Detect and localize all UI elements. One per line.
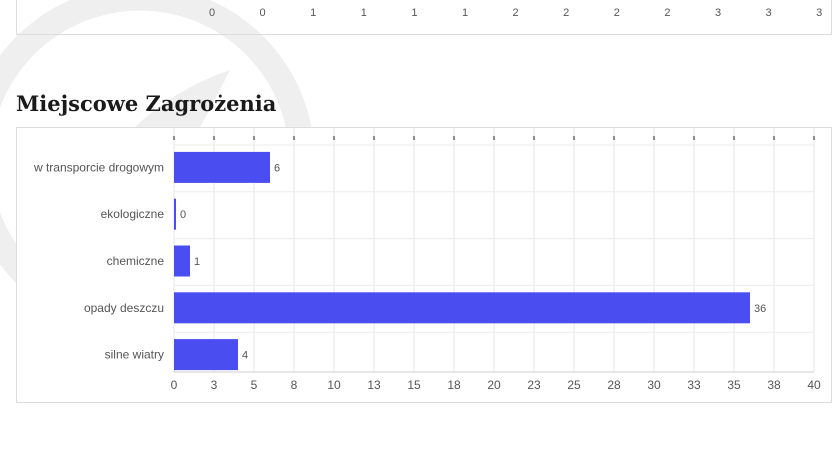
x-tick-label: 28 <box>607 378 621 392</box>
previous-axis-tick-label: 0 <box>259 7 266 19</box>
x-tick-label: 8 <box>291 378 298 392</box>
bar <box>174 292 750 324</box>
previous-axis-tick-label: 2 <box>563 7 570 19</box>
category-label: chemiczne <box>107 254 165 268</box>
previous-axis-tick-label: 2 <box>613 7 620 19</box>
data-label: 0 <box>180 209 186 221</box>
section-title: Miejscowe Zagrożenia <box>16 91 277 116</box>
x-tick-label: 20 <box>487 378 501 392</box>
x-tick-label: 30 <box>647 378 661 392</box>
bar-chart: 0 3 5 8 10 13 15 18 20 23 25 28 30 33 35 38 40w transpor… <box>33 128 821 392</box>
x-tick-label: 0 <box>171 378 178 392</box>
x-tick-label: 40 <box>807 378 821 392</box>
previous-axis-tick-label: 2 <box>512 7 519 19</box>
data-label: 36 <box>754 303 766 315</box>
category-label: w transporcie drogowym <box>33 160 164 174</box>
category-label: ekologiczne <box>101 207 165 221</box>
x-tick-label: 35 <box>727 378 741 392</box>
data-label: 6 <box>274 162 280 174</box>
data-label: 4 <box>242 350 248 362</box>
x-tick-label: 18 <box>447 378 461 392</box>
bar <box>174 198 176 230</box>
x-tick-label: 10 <box>327 378 341 392</box>
previous-chart-panel: 0 0 1 1 1 1 2 2 2 2 3 3 3 <box>16 0 832 35</box>
previous-axis-tick-label: 1 <box>461 7 469 19</box>
previous-axis-tick-label: 3 <box>765 7 772 19</box>
previous-axis-tick-label: 2 <box>664 7 671 19</box>
x-tick-label: 13 <box>367 378 381 392</box>
bar <box>174 151 270 183</box>
previous-axis-tick-label: 3 <box>714 7 722 19</box>
previous-chart-axis: 0 0 1 1 1 1 2 2 2 2 3 3 3 <box>17 0 831 34</box>
bar <box>174 245 190 277</box>
x-tick-label: 25 <box>567 378 581 392</box>
x-tick-label: 3 <box>211 378 218 392</box>
category-label: opady deszczu <box>84 301 164 315</box>
chart-panel: 0 3 5 8 10 13 15 18 20 23 25 28 30 33 35 38 40 w transpor… <box>16 127 832 403</box>
x-tick-label: 38 <box>767 378 781 392</box>
previous-axis-tick-label: 3 <box>816 7 823 19</box>
category-label: silne wiatry <box>105 348 164 362</box>
x-tick-label: 33 <box>687 378 701 392</box>
bar <box>174 339 238 371</box>
x-tick-label: 15 <box>407 378 421 392</box>
data-label: 1 <box>194 256 200 268</box>
previous-axis-tick-label: 1 <box>310 7 317 19</box>
previous-axis-tick-label: 1 <box>360 7 367 19</box>
previous-axis-tick-label: 0 <box>208 7 216 19</box>
x-tick-label: 5 <box>251 378 258 392</box>
previous-axis-tick-label: 1 <box>411 7 418 19</box>
x-tick-label: 23 <box>527 378 541 392</box>
